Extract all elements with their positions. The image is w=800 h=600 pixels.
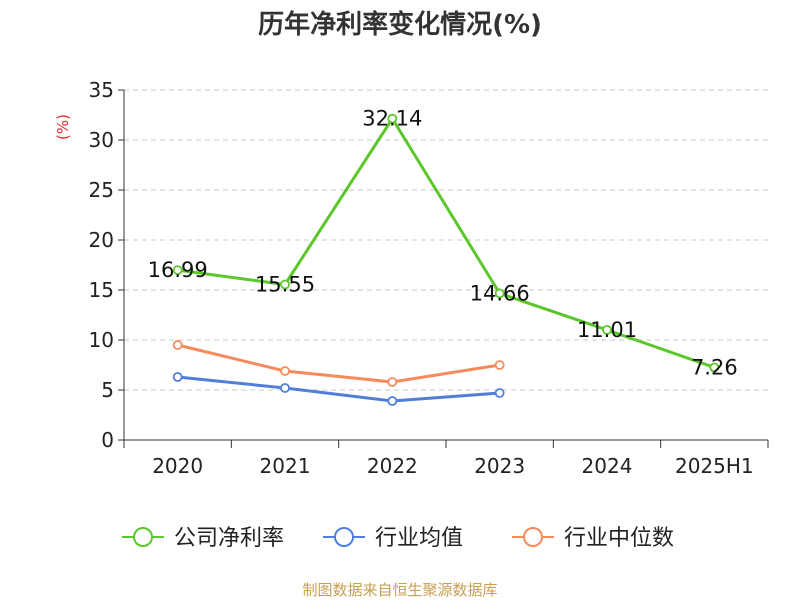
data-point xyxy=(494,288,505,299)
series-line xyxy=(177,117,715,369)
data-point xyxy=(494,388,505,398)
x-tick-label: 2025H1 xyxy=(675,454,754,478)
data-point xyxy=(387,113,398,124)
data-point xyxy=(280,366,290,376)
x-tick-label: 2024 xyxy=(582,454,633,478)
data-point xyxy=(172,265,183,276)
series-layer xyxy=(172,113,720,406)
data-label: 11.01 xyxy=(577,318,637,342)
legend-marker xyxy=(133,527,153,547)
x-tick-label: 2023 xyxy=(474,454,525,478)
legend-label: 公司净利率 xyxy=(174,526,284,551)
x-tick-label: 2022 xyxy=(367,454,418,478)
y-tick-label: 20 xyxy=(89,228,114,252)
data-point xyxy=(494,360,505,370)
y-tick-label: 25 xyxy=(89,178,114,202)
data-point xyxy=(172,340,183,350)
data-labels: 16.99 15.55 32.14 14.66 11.01 7.26 xyxy=(148,107,738,380)
chart-title: 历年净利率变化情况(%) xyxy=(258,10,542,40)
data-point xyxy=(709,362,720,373)
y-tick-label: 30 xyxy=(89,128,114,152)
data-label: 32.14 xyxy=(362,107,422,131)
data-point xyxy=(387,396,398,406)
y-axis: 0 5 10 15 20 25 30 35 xyxy=(89,78,125,452)
data-label: 14.66 xyxy=(470,281,530,305)
x-tick-label: 2021 xyxy=(260,454,311,478)
data-label: 16.99 xyxy=(148,258,208,282)
y-tick-label: 5 xyxy=(101,378,114,402)
data-point xyxy=(280,383,290,393)
x-tick-label: 2020 xyxy=(152,454,203,478)
series-line xyxy=(177,343,500,384)
data-label: 15.55 xyxy=(255,273,315,297)
y-tick-label: 15 xyxy=(89,278,114,302)
legend-label: 行业均值 xyxy=(375,526,463,551)
series-line xyxy=(177,375,500,403)
y-axis-label: (%) xyxy=(54,114,72,140)
x-axis: 2020 2021 2022 2023 2024 2025H1 xyxy=(123,439,769,478)
data-point xyxy=(280,279,290,290)
legend: 公司净利率 行业均值 行业中位数 xyxy=(122,526,674,551)
gridlines xyxy=(124,89,768,391)
data-point xyxy=(602,324,612,335)
legend-label: 行业中位数 xyxy=(564,526,674,551)
data-point xyxy=(172,372,183,382)
legend-marker xyxy=(523,527,543,547)
data-label: 7.26 xyxy=(691,355,738,379)
legend-marker xyxy=(334,527,354,547)
data-source-note: 制图数据来自恒生聚源数据库 xyxy=(302,581,498,599)
y-tick-label: 35 xyxy=(89,78,114,102)
y-tick-label: 10 xyxy=(89,328,114,352)
data-point xyxy=(387,377,398,387)
y-tick-label: 0 xyxy=(101,428,114,452)
